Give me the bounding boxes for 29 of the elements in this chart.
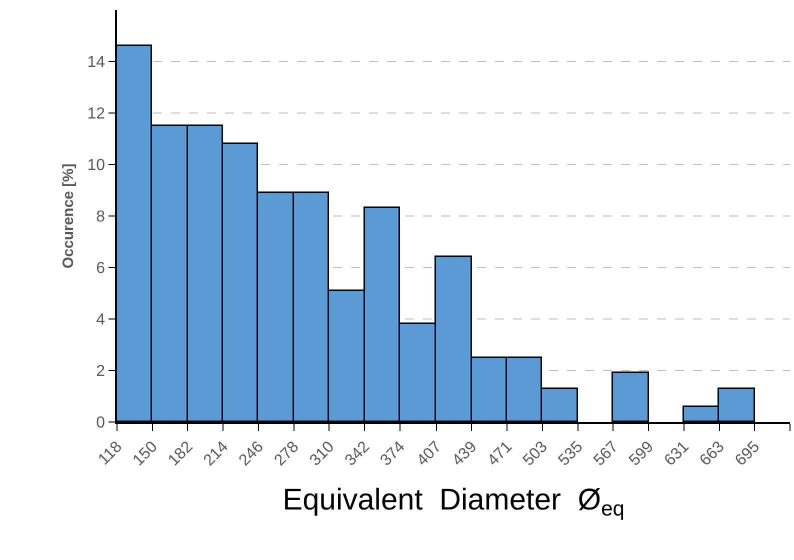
x-tick-label: 342 (342, 438, 374, 470)
y-tick-label: 6 (96, 260, 106, 278)
x-tick-label: 214 (200, 438, 232, 470)
x-tick-label: 503 (520, 438, 552, 470)
y-tick-label: 2 (96, 363, 106, 380)
y-tick-label: 4 (96, 312, 106, 329)
x-tick-label: 439 (449, 438, 480, 470)
x-tick-label: 182 (165, 438, 196, 470)
y-tick-label: 14 (87, 54, 106, 72)
y-tick-label: 12 (87, 106, 106, 123)
x-tick-label: 567 (590, 438, 622, 470)
x-tick-label: 535 (555, 438, 586, 470)
x-tick-label: 246 (236, 438, 267, 470)
x-tick-label: 374 (377, 438, 408, 470)
y-tick-label: 10 (87, 157, 106, 174)
x-tick-label: 118 (95, 438, 126, 468)
x-axis-title: Equivalent Diameter Ø$_{eq}$ (282, 483, 624, 521)
x-tick-label: 471 (484, 438, 516, 470)
x-tick-label: 278 (271, 438, 302, 470)
y-tick-label: 8 (96, 208, 106, 226)
x-tick-label: 150 (130, 438, 161, 470)
x-tick-label: 407 (414, 438, 445, 470)
x-tick-label: 631 (661, 438, 692, 470)
x-tick-label: 310 (306, 438, 338, 470)
x-tick-label: 599 (626, 438, 658, 470)
x-tick-label: 663 (696, 438, 728, 470)
x-tick-label: 695 (732, 438, 764, 470)
y-axis-title: Occurence [%] (60, 163, 78, 269)
y-tick-label: 0 (96, 414, 106, 432)
